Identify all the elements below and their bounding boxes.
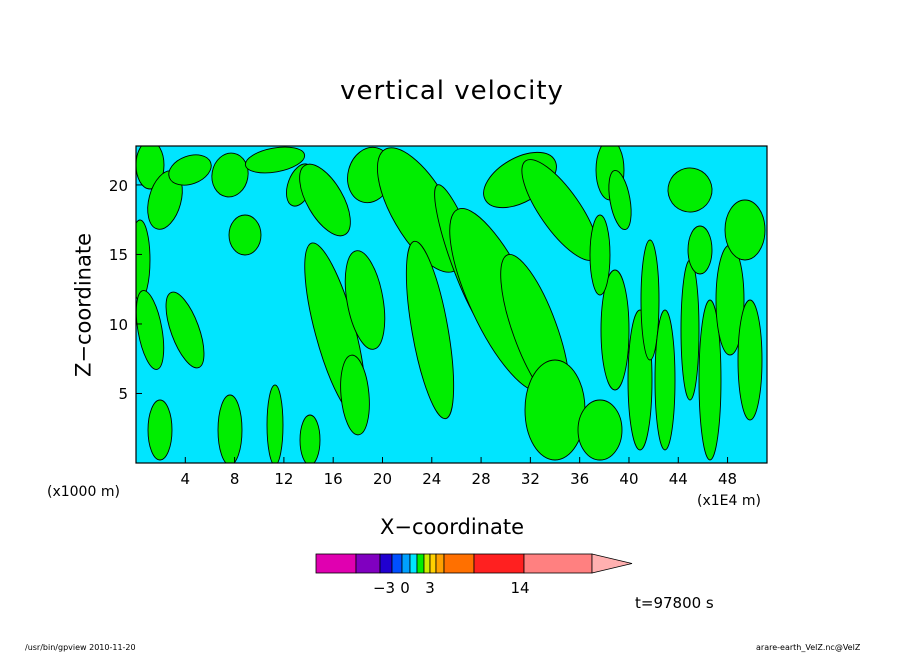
y-tick-label: 10	[108, 315, 128, 334]
updraft-region	[340, 354, 370, 436]
x-tick-label: 28	[471, 470, 491, 488]
x-tick-label: 48	[718, 470, 738, 488]
colorbar-segment	[379, 553, 393, 574]
colorbar-segment	[391, 553, 403, 574]
y-tick-label: 20	[108, 176, 128, 195]
colorbar-segment	[409, 553, 418, 574]
colorbar-tick-label: 0	[400, 579, 410, 597]
colorbar-segment	[401, 553, 411, 574]
x-tick-label: 32	[520, 470, 540, 488]
updraft-region	[165, 291, 205, 369]
x-tick-label: 44	[668, 470, 688, 488]
velocity-field	[136, 146, 766, 463]
updraft-region	[147, 399, 173, 461]
colorbar-segment	[315, 553, 357, 574]
updraft-region	[299, 163, 351, 237]
updraft-region	[589, 214, 611, 296]
updraft-region	[608, 169, 632, 231]
updraft-region	[698, 299, 722, 461]
updraft-region	[136, 146, 165, 190]
updraft-region	[217, 394, 243, 463]
updraft-region	[667, 167, 713, 213]
updraft-region	[228, 214, 262, 256]
updraft-region	[136, 290, 165, 370]
updraft-region	[654, 309, 676, 451]
updraft-region	[737, 299, 763, 421]
x-axis-label: X−coordinate	[380, 515, 524, 539]
axis-ticks	[136, 184, 729, 463]
chart-title: vertical velocity	[340, 76, 564, 106]
x-tick-label: 24	[422, 470, 442, 488]
colorbar-segment	[416, 553, 425, 574]
time-label: t=97800 s	[635, 594, 714, 612]
colorbar-extend-arrow	[591, 553, 633, 574]
colorbar-tick-label: −3	[372, 579, 396, 597]
footer-right: arare-earth_VelZ.nc@VelZ	[756, 643, 861, 652]
x-tick-label: 40	[619, 470, 639, 488]
colorbar-segment	[423, 553, 431, 574]
updraft-region	[600, 269, 630, 391]
x-unit-right: (x1E4 m)	[697, 493, 761, 509]
colorbar-segment	[523, 553, 593, 574]
updraft-region	[640, 239, 660, 361]
updraft-region	[299, 414, 321, 463]
x-tick-label: 16	[323, 470, 343, 488]
colorbar-segment	[435, 553, 445, 574]
updraft-region	[724, 199, 766, 261]
x-tick-label: 8	[229, 470, 240, 488]
colorbar-segment	[429, 553, 437, 574]
updraft-region	[168, 154, 212, 186]
x-tick-label: 20	[372, 470, 393, 488]
updraft-region	[244, 146, 306, 174]
updraft-region	[524, 359, 586, 461]
colorbar-segment	[355, 553, 381, 574]
y-tick-label: 5	[118, 385, 128, 404]
colorbar-tick-label: 14	[510, 579, 530, 597]
x-tick-label: 12	[274, 470, 294, 488]
y-tick-label: 15	[108, 246, 128, 265]
colorbar-segment	[473, 553, 525, 574]
x-tick-label: 36	[570, 470, 590, 488]
colorbar-tick-label: 3	[425, 579, 435, 597]
updraft-region	[344, 250, 386, 350]
footer-left: /usr/bin/gpview 2010-11-20	[25, 643, 136, 652]
updraft-region	[136, 219, 151, 301]
updraft-region	[266, 384, 284, 463]
colorbar	[315, 553, 633, 574]
x-unit-left: (x1000 m)	[47, 484, 120, 500]
updraft-region	[680, 259, 700, 401]
updraft-region	[687, 225, 713, 275]
colorbar-segment	[443, 553, 475, 574]
updraft-region	[405, 240, 455, 420]
updraft-region	[211, 152, 249, 198]
x-tick-label: 4	[180, 470, 191, 488]
updraft-region	[577, 399, 623, 461]
plot-frame	[135, 145, 768, 464]
